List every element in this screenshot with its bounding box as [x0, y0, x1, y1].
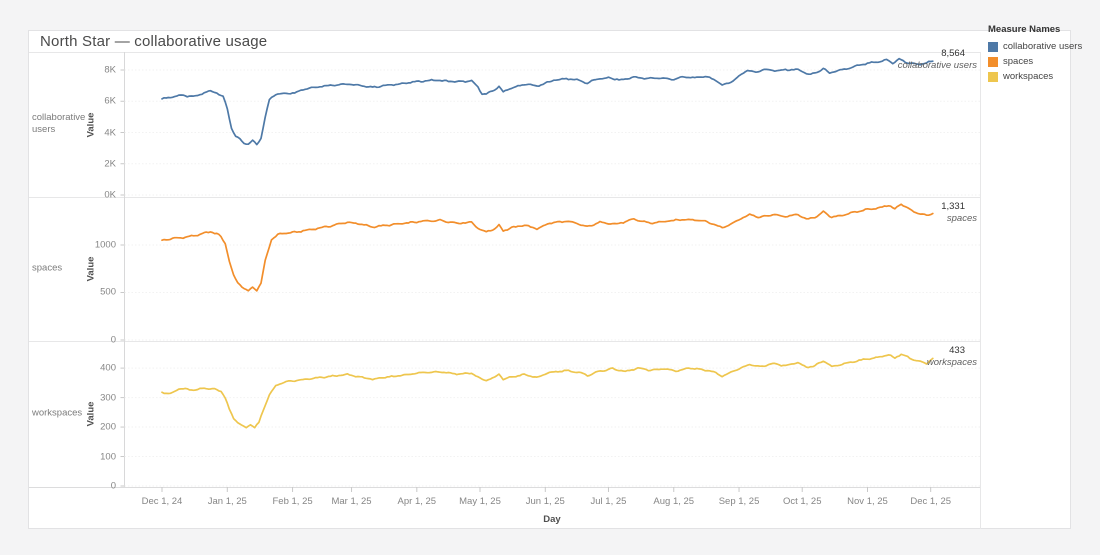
x-tick-label: Jun 1, 25	[525, 496, 565, 507]
annotation-value: 1,331	[941, 200, 965, 212]
x-tick-label: Jan 1, 25	[207, 496, 247, 507]
row-label: spaces	[32, 262, 63, 274]
annotation-value: 8,564	[941, 48, 965, 60]
x-axis-line	[29, 487, 980, 488]
y-tick-label: 200	[100, 421, 116, 433]
legend-swatch	[988, 41, 998, 52]
series-line-collaborative-users[interactable]	[161, 57, 934, 146]
x-tick-label: Dec 1, 24	[141, 496, 183, 507]
dashboard-card	[28, 30, 1071, 529]
line-chart-plot[interactable]	[119, 52, 980, 493]
y-tick-label: 1000	[94, 239, 116, 251]
legend-item-spaces[interactable]: spaces	[988, 56, 1088, 67]
y-axis-title: Value	[85, 401, 97, 427]
y-tick-label: 400	[100, 362, 116, 374]
row-label: workspaces	[32, 407, 83, 419]
series-line-spaces[interactable]	[161, 203, 934, 292]
annotation-label: spaces	[946, 212, 977, 224]
end-annotation: 1,331 spaces	[941, 201, 977, 224]
legend-item-label: collaborative users	[1003, 41, 1083, 52]
legend-swatch	[988, 71, 998, 82]
y-tick-label: 0	[110, 480, 116, 492]
legend-item-collaborative-users[interactable]: collaborative users	[988, 41, 1088, 52]
end-annotation: 8,564 collaborative users	[898, 48, 977, 71]
legend-item-workspaces[interactable]: workspaces	[988, 71, 1088, 82]
annotation-label: workspaces	[926, 357, 977, 369]
y-tick-label: 2K	[104, 158, 116, 170]
y-axis-title: Value	[85, 112, 97, 137]
panel-divider-1	[29, 197, 980, 198]
x-axis-title: Day	[543, 514, 561, 525]
x-tick-label: Apr 1, 25	[397, 496, 437, 507]
legend-item-label: spaces	[1003, 56, 1034, 67]
x-tick-label: Nov 1, 25	[847, 496, 888, 507]
legend-item-label: workspaces	[1003, 71, 1054, 82]
y-tick-label: 0K	[104, 189, 116, 201]
y-tick-label: 4K	[104, 127, 116, 138]
title-divider	[29, 52, 980, 53]
y-tick-label: 100	[100, 451, 116, 463]
y-tick-label: 8K	[104, 64, 116, 76]
x-tick-label: Oct 1, 25	[782, 496, 822, 507]
legend-title: Measure Names	[988, 24, 1061, 35]
x-tick-label: Aug 1, 25	[653, 496, 695, 507]
x-tick-label: Mar 1, 25	[331, 496, 372, 507]
y-tick-label: 0	[110, 334, 116, 346]
y-tick-label: 300	[100, 392, 116, 404]
annotation-label: collaborative users	[897, 60, 977, 72]
legend: Measure Names collaborative users spaces w…	[988, 24, 1088, 86]
annotation-value: 433	[949, 345, 965, 357]
x-tick-label: Sep 1, 25	[718, 496, 760, 507]
x-tick-label: May 1, 25	[459, 496, 501, 507]
plot-right-border	[980, 52, 981, 529]
y-tick-label: 500	[100, 286, 116, 298]
series-line-workspaces[interactable]	[161, 353, 934, 429]
page-title: North Star — collaborative usage	[40, 33, 268, 50]
row-label: collaborative users	[32, 111, 86, 136]
x-tick-label: Dec 1, 25	[910, 496, 952, 507]
x-tick-label: Feb 1, 25	[272, 496, 313, 507]
y-axis-title: Value	[85, 256, 97, 282]
y-tick-label: 6K	[104, 95, 116, 107]
legend-swatch	[988, 56, 998, 67]
x-tick-label: Jul 1, 25	[590, 496, 627, 507]
end-annotation: 433 workspaces	[927, 345, 977, 368]
panel-divider-2	[29, 341, 980, 342]
